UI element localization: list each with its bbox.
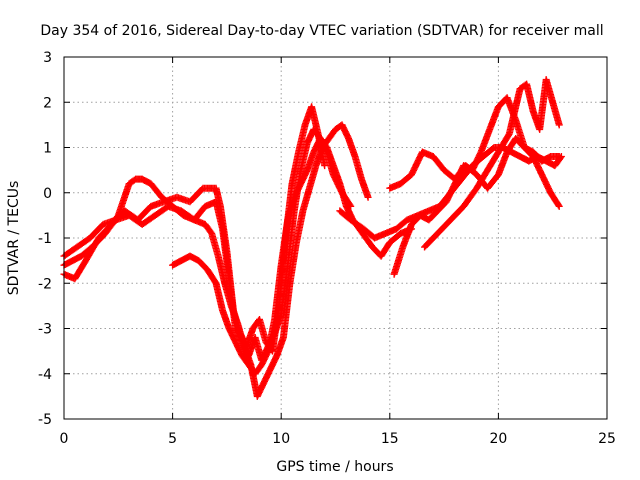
y-tick-label: -4	[38, 367, 52, 383]
x-tick-labels: 0 5 10 15 20 25	[60, 431, 616, 447]
y-tick-label: -3	[38, 322, 52, 338]
plot-frame	[63, 56, 608, 420]
y-tick-label: -1	[38, 231, 52, 247]
x-tick-label: 10	[272, 431, 290, 447]
data-point	[364, 193, 372, 201]
y-tick-label: 0	[43, 186, 52, 202]
data-point	[555, 121, 563, 129]
data-point	[321, 162, 329, 170]
y-axis-label: SDTVAR / TECUs	[6, 181, 22, 296]
y-tick-label: -2	[38, 276, 52, 292]
data-point	[555, 153, 563, 161]
x-tick-label: 0	[60, 431, 69, 447]
series-arc-g	[386, 134, 563, 192]
y-tick-label: 3	[43, 50, 52, 66]
y-tick-label: 2	[43, 95, 52, 111]
data-point	[554, 201, 562, 209]
x-tick-label: 20	[489, 431, 507, 447]
series-arc-d	[169, 134, 416, 378]
x-tick-label: 15	[381, 431, 399, 447]
y-tick-label: 1	[43, 141, 52, 157]
y-tick-label: -5	[38, 412, 52, 428]
x-tick-label: 5	[168, 431, 177, 447]
chart-title: Day 354 of 2016, Sidereal Day-to-day VTE…	[40, 23, 603, 39]
data-points	[60, 76, 565, 400]
y-tick-labels: -5 -4 -3 -2 -1 0 1 2 3	[38, 50, 52, 428]
series-arc-c	[60, 121, 372, 400]
series-arc-h	[421, 76, 563, 251]
data-point	[555, 202, 563, 210]
x-axis-label: GPS time / hours	[276, 459, 393, 475]
x-tick-label: 25	[598, 431, 616, 447]
